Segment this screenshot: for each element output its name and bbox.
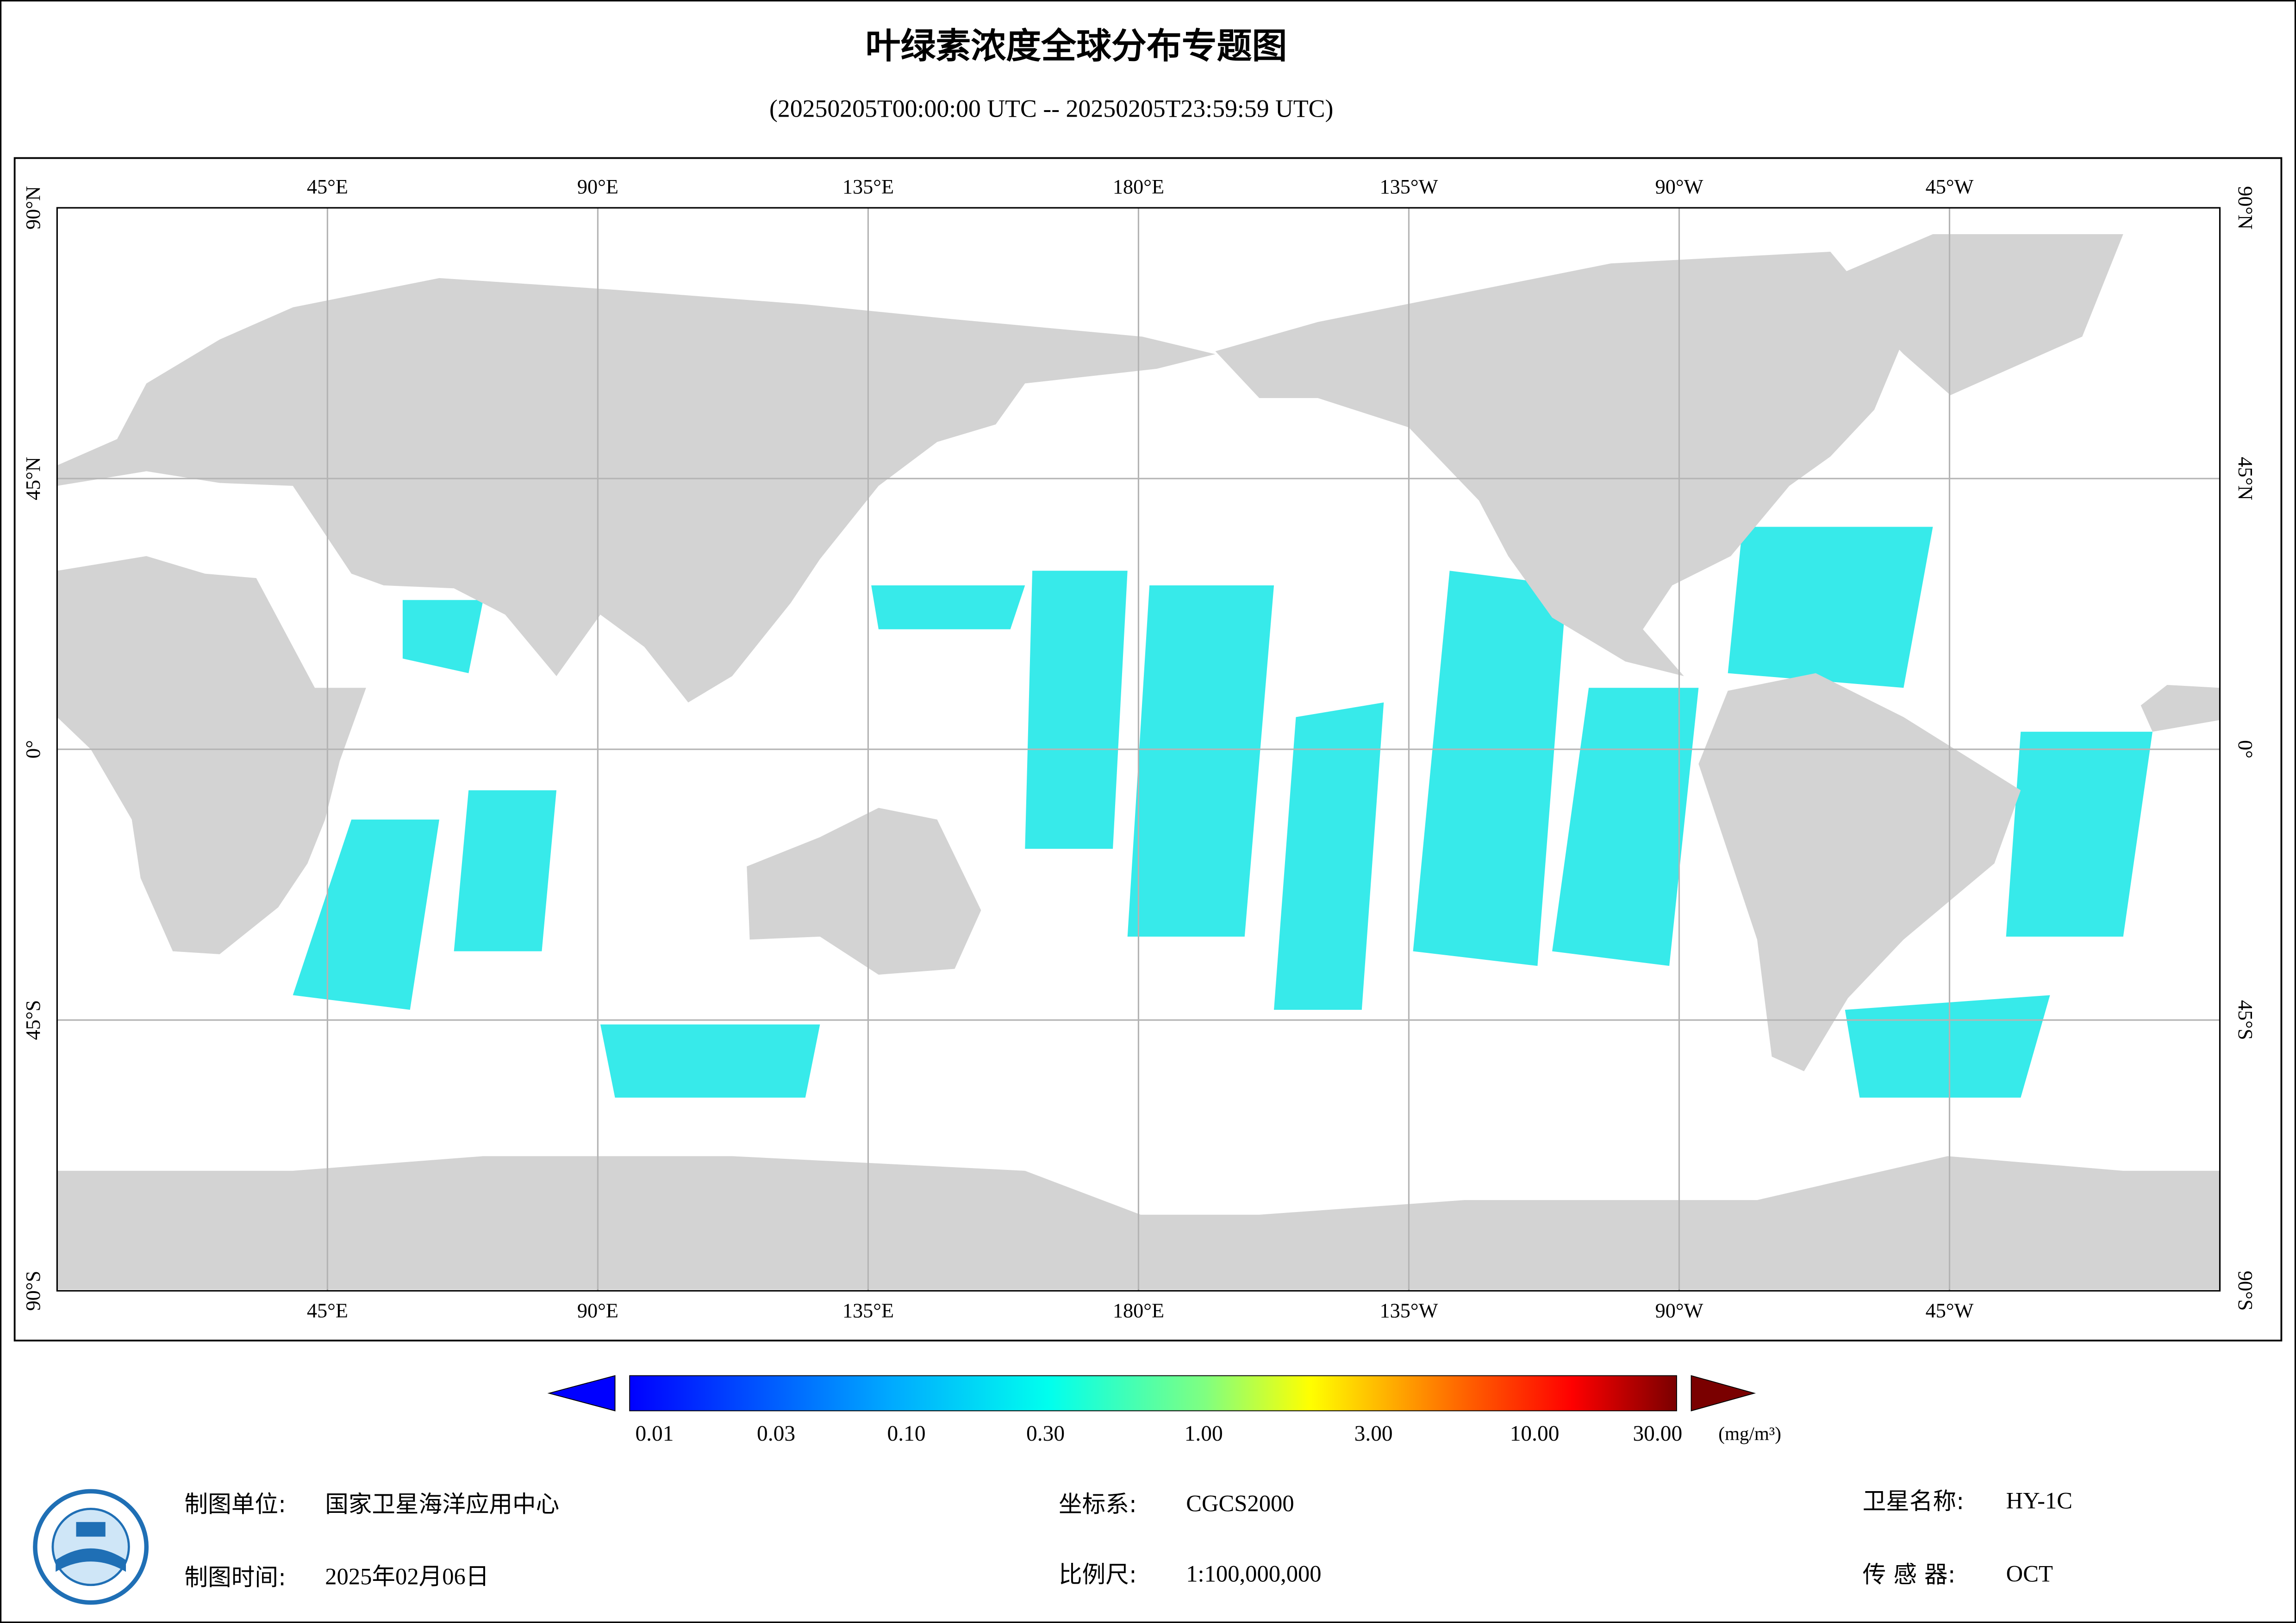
logo-wave bbox=[56, 1548, 126, 1572]
swath bbox=[1413, 571, 1567, 966]
lat-label-left: 0° bbox=[22, 740, 44, 759]
footer-label: 传 感 器: bbox=[1863, 1561, 1956, 1588]
lat-label-right: 0° bbox=[2234, 740, 2257, 759]
lat-label-left: 90°N bbox=[22, 186, 44, 230]
map-border bbox=[56, 207, 2221, 1292]
swath bbox=[402, 600, 483, 673]
lat-label-right: 45°S bbox=[2234, 1000, 2257, 1040]
africa-west bbox=[2140, 684, 2220, 732]
title: 叶绿素浓度全球分布专题图 bbox=[866, 25, 1287, 66]
footer-label: 制图单位: bbox=[185, 1491, 286, 1518]
lat-label-left: 45°S bbox=[22, 1000, 44, 1040]
swath bbox=[871, 585, 1025, 629]
swath bbox=[1552, 688, 1699, 966]
north-america bbox=[1215, 251, 1904, 676]
lon-label-bottom: 45°E bbox=[307, 1300, 348, 1322]
footer-value: CGCS2000 bbox=[1186, 1491, 1294, 1517]
logo-globe bbox=[51, 1507, 130, 1586]
footer-value: HY-1C bbox=[2006, 1487, 2072, 1513]
swath bbox=[1845, 995, 2050, 1098]
footer-value: 国家卫星海洋应用中心 bbox=[325, 1491, 559, 1518]
footer-value: 2025年02月06日 bbox=[325, 1564, 489, 1590]
swath bbox=[1274, 702, 1384, 1010]
footer-value: 1:100,000,000 bbox=[1186, 1561, 1321, 1586]
colorbar-label: 0.10 bbox=[887, 1422, 926, 1446]
lat-label-right: 90°S bbox=[2234, 1271, 2257, 1311]
colorbar-label: 10.00 bbox=[1510, 1422, 1560, 1446]
colorbar-low-arrow bbox=[547, 1375, 616, 1412]
colorbar: 0.01 0.03 0.10 0.30 1.00 3.00 10.00 30.00 (mg/m… bbox=[547, 1375, 1781, 1446]
logo-satellite bbox=[76, 1522, 106, 1537]
logo bbox=[33, 1489, 149, 1605]
lon-label-top: 90°E bbox=[577, 175, 618, 198]
colorbar-label: 3.00 bbox=[1354, 1422, 1393, 1446]
lon-label-bottom: 90°E bbox=[577, 1300, 618, 1322]
colorbar-label: 0.30 bbox=[1026, 1422, 1065, 1446]
lon-label-bottom: 135°E bbox=[842, 1300, 894, 1322]
south-america bbox=[1698, 673, 2021, 1071]
lon-label-bottom: 180°E bbox=[1113, 1300, 1164, 1322]
swath bbox=[1025, 571, 1128, 849]
lon-label-bottom: 90°W bbox=[1655, 1300, 1703, 1322]
colorbar-label: 0.03 bbox=[757, 1422, 795, 1446]
graticule-labels: 45°E 45°E 90°E 90°E 135°E 135°E 180°E 180°E 135°… bbox=[22, 175, 2257, 1322]
lon-label-top: 135°E bbox=[842, 175, 894, 198]
graticule bbox=[57, 208, 2220, 1291]
map bbox=[56, 207, 2221, 1292]
lon-label-top: 90°W bbox=[1655, 175, 1703, 198]
lat-label-left: 90°S bbox=[22, 1271, 44, 1311]
africa bbox=[57, 556, 366, 954]
swath bbox=[600, 1024, 820, 1098]
swath bbox=[1728, 527, 1933, 688]
chlorophyll-swaths bbox=[293, 527, 2152, 1098]
map-frame bbox=[13, 157, 2283, 1342]
lon-label-top: 45°E bbox=[307, 175, 348, 198]
colorbar-labels: 0.01 0.03 0.10 0.30 1.00 3.00 10.00 30.00 bbox=[635, 1422, 1682, 1446]
colorbar-label: 1.00 bbox=[1185, 1422, 1223, 1446]
footer-label: 比例尺: bbox=[1059, 1561, 1137, 1588]
colorbar-high-arrow bbox=[1691, 1375, 1756, 1412]
footer-label: 制图时间: bbox=[185, 1564, 286, 1591]
footer-value: OCT bbox=[2006, 1561, 2053, 1586]
lon-label-top: 135°W bbox=[1380, 175, 1438, 198]
greenland bbox=[1830, 234, 2123, 395]
colorbar-label: 30.00 bbox=[1633, 1422, 1682, 1446]
lat-label-left: 45°N bbox=[22, 457, 44, 500]
lat-label-right: 90°N bbox=[2234, 186, 2257, 230]
subtitle: (20250205T00:00:00 UTC -- 20250205T23:59… bbox=[769, 95, 1333, 123]
eurasia bbox=[57, 278, 1216, 703]
swath bbox=[1127, 585, 1274, 937]
colorbar-label: 0.01 bbox=[635, 1422, 674, 1446]
swath bbox=[2006, 732, 2152, 937]
swath bbox=[454, 790, 557, 951]
colorbar-unit: (mg/m³) bbox=[1718, 1423, 1781, 1445]
colorbar-ramp bbox=[629, 1375, 1677, 1412]
footer-label: 坐标系: bbox=[1059, 1491, 1137, 1518]
australia bbox=[747, 808, 981, 975]
lon-label-bottom: 45°W bbox=[1926, 1300, 1974, 1322]
footer-label: 卫星名称: bbox=[1863, 1487, 1964, 1515]
lon-label-top: 180°E bbox=[1113, 175, 1164, 198]
swath bbox=[293, 819, 439, 1010]
lon-label-bottom: 135°W bbox=[1380, 1300, 1438, 1322]
lat-label-right: 45°N bbox=[2234, 457, 2257, 500]
lon-label-top: 45°W bbox=[1926, 175, 1974, 198]
